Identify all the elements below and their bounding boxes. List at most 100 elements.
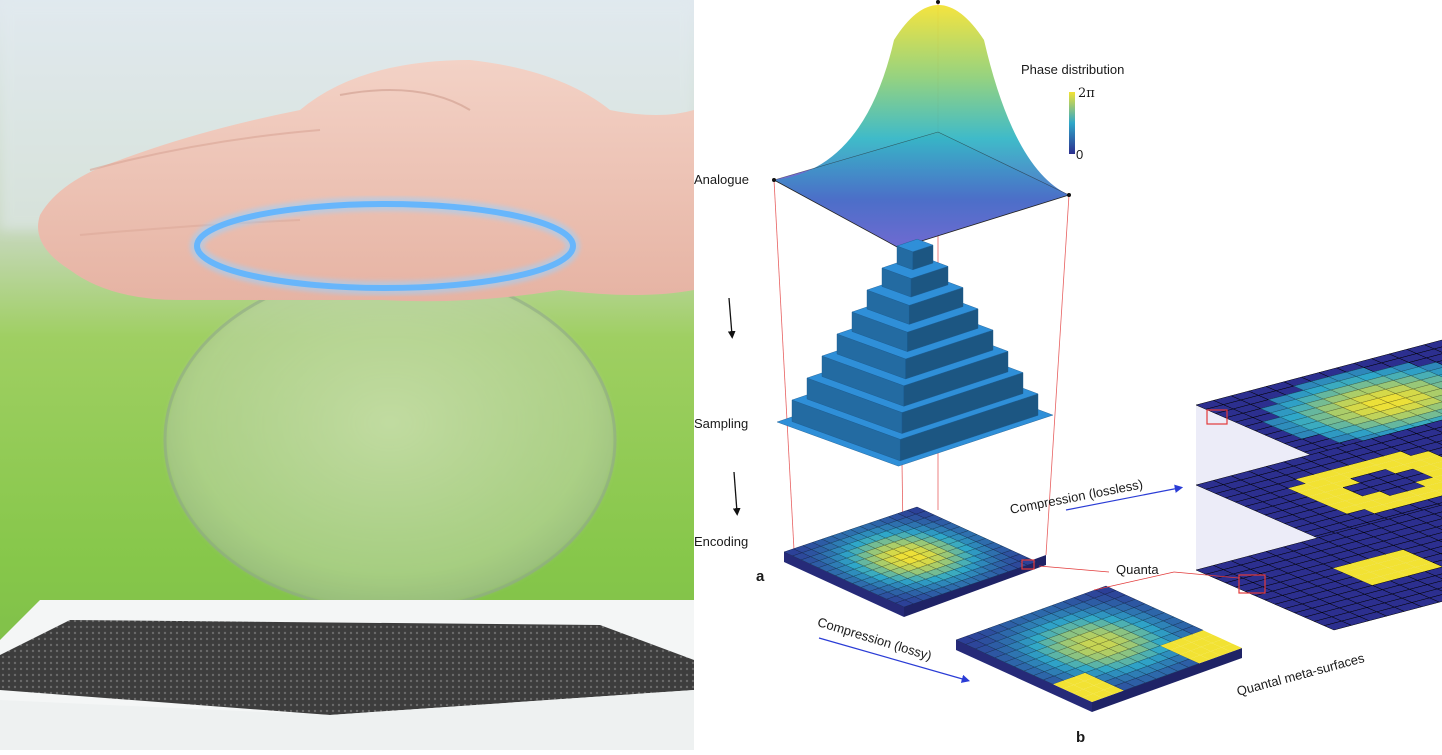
lossy-cell bbox=[1202, 634, 1223, 643]
lossless-cell bbox=[1436, 587, 1442, 592]
lossless-cell bbox=[1355, 500, 1383, 510]
lossy-cell bbox=[1200, 651, 1221, 660]
lossless-cell bbox=[1426, 495, 1442, 505]
lossless-cell bbox=[1427, 447, 1442, 456]
lossless-cell bbox=[1414, 397, 1442, 407]
lossless-cell bbox=[1433, 475, 1442, 482]
analogue-label: Analogue bbox=[694, 172, 749, 187]
lossless-cell bbox=[1430, 461, 1442, 469]
lossless-cell bbox=[1407, 486, 1436, 496]
lossless-cell bbox=[1435, 440, 1442, 445]
lossy-cell bbox=[1179, 650, 1201, 659]
colorbar-max-label: 2π bbox=[1078, 86, 1095, 101]
lossless-cell bbox=[1423, 419, 1442, 430]
lossless-cell bbox=[1420, 375, 1442, 385]
lossy-cell bbox=[1211, 639, 1233, 648]
lossless-cell bbox=[1388, 562, 1416, 572]
lossless-cell bbox=[1343, 567, 1371, 577]
quanta-highlight bbox=[1021, 559, 1035, 570]
down-arrow-1 bbox=[727, 297, 736, 339]
quanta-pointer-2 bbox=[1093, 571, 1175, 591]
lossy-cell bbox=[1083, 685, 1104, 694]
lossless-cell bbox=[1423, 339, 1442, 350]
meta-surface-diagram: Analogue Sampling Encoding Phase distrib… bbox=[694, 0, 1442, 750]
lossless-cell bbox=[1423, 468, 1442, 478]
lossless-cell bbox=[1383, 451, 1412, 461]
lossless-cell bbox=[1345, 496, 1373, 505]
lossy-cell bbox=[1189, 655, 1210, 664]
lossless-cell bbox=[1317, 496, 1346, 506]
lossless-cell bbox=[1397, 481, 1427, 492]
lossy-cell bbox=[1201, 643, 1222, 652]
lossless-cell bbox=[1348, 460, 1376, 470]
sampling-label: Sampling bbox=[694, 416, 749, 431]
lossy-arrow bbox=[818, 637, 971, 683]
lossless-cell bbox=[1437, 374, 1442, 378]
lossless-cell bbox=[1415, 348, 1442, 359]
lossless-cell bbox=[1411, 451, 1439, 460]
lossless-cell bbox=[1325, 487, 1353, 497]
lossless-cell bbox=[1425, 518, 1442, 528]
lossy-cell bbox=[1093, 689, 1114, 699]
lossy-cell bbox=[1094, 681, 1115, 690]
lossless-cell bbox=[1358, 465, 1386, 474]
lossy-cell bbox=[1180, 642, 1202, 651]
lossless-cell bbox=[1385, 549, 1414, 559]
lossy-cell bbox=[1178, 658, 1200, 668]
lossy-cell bbox=[1063, 676, 1085, 685]
lossless-cell bbox=[1385, 464, 1414, 474]
lossy-grid bbox=[955, 585, 1242, 712]
lossless-cell bbox=[1437, 539, 1442, 543]
lossless-cell bbox=[1313, 470, 1341, 479]
lossless-cell bbox=[1425, 482, 1442, 491]
lossy-cell bbox=[1192, 630, 1213, 639]
lossless-cell bbox=[1417, 490, 1442, 500]
lossless-cell bbox=[1397, 567, 1426, 577]
sampling-block-top bbox=[896, 238, 934, 252]
lossless-cell bbox=[1416, 410, 1442, 420]
lossy-cell bbox=[1171, 638, 1192, 647]
lossy-cell bbox=[1190, 646, 1211, 656]
lossless-cell bbox=[1415, 513, 1442, 524]
lossless-cell bbox=[1435, 525, 1442, 530]
analogue-surface bbox=[772, 0, 1071, 250]
encoding-grid-side bbox=[784, 552, 904, 617]
lossless-cell bbox=[1395, 553, 1424, 563]
lossless-cell bbox=[1382, 500, 1410, 509]
lossy-cell bbox=[1062, 684, 1084, 694]
levitation-photo bbox=[0, 0, 694, 750]
lossless-cell bbox=[1331, 465, 1359, 475]
lossless-cell bbox=[1427, 367, 1442, 376]
lossless-cell bbox=[1426, 580, 1442, 590]
lossy-cell bbox=[1182, 625, 1204, 635]
lossless-cell bbox=[1340, 469, 1369, 479]
lossless-cell bbox=[1415, 562, 1442, 572]
lossless-cell bbox=[1364, 504, 1393, 514]
lossless-cell bbox=[1423, 504, 1442, 515]
lossless-cell bbox=[1350, 558, 1379, 568]
lossless-cell bbox=[1333, 478, 1361, 488]
lossless-cell bbox=[1422, 388, 1442, 398]
lossless-cell bbox=[1368, 554, 1396, 564]
lossless-cell bbox=[1433, 511, 1442, 518]
lossless-cell bbox=[1400, 495, 1428, 505]
diagram-graphics bbox=[727, 0, 1442, 712]
lossless-stack bbox=[1195, 339, 1442, 631]
lossy-cell bbox=[1181, 634, 1203, 643]
lossless-arrow bbox=[1065, 484, 1184, 511]
lossless-cell bbox=[1393, 455, 1421, 465]
quanta-pointer-1 bbox=[1038, 565, 1110, 573]
lossless-cell bbox=[1432, 559, 1442, 567]
lossless-cell bbox=[1378, 558, 1406, 568]
lossy-cell bbox=[1191, 638, 1212, 647]
lossless-cell bbox=[1335, 491, 1363, 501]
lossy-cell bbox=[1082, 693, 1103, 702]
lossless-cell bbox=[1422, 553, 1442, 563]
lossless-cell bbox=[1424, 401, 1442, 411]
down-arrow-2 bbox=[732, 471, 741, 516]
hand-levitation-illustration bbox=[0, 0, 694, 750]
lossy-cell bbox=[1084, 677, 1105, 686]
lossless-cell bbox=[1403, 460, 1431, 469]
lossless-cell bbox=[1337, 505, 1365, 514]
lossless-cell bbox=[1430, 546, 1442, 554]
